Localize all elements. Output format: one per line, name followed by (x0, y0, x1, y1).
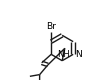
Text: N: N (76, 50, 82, 59)
Text: NH: NH (58, 50, 70, 59)
Text: Br: Br (46, 22, 56, 31)
